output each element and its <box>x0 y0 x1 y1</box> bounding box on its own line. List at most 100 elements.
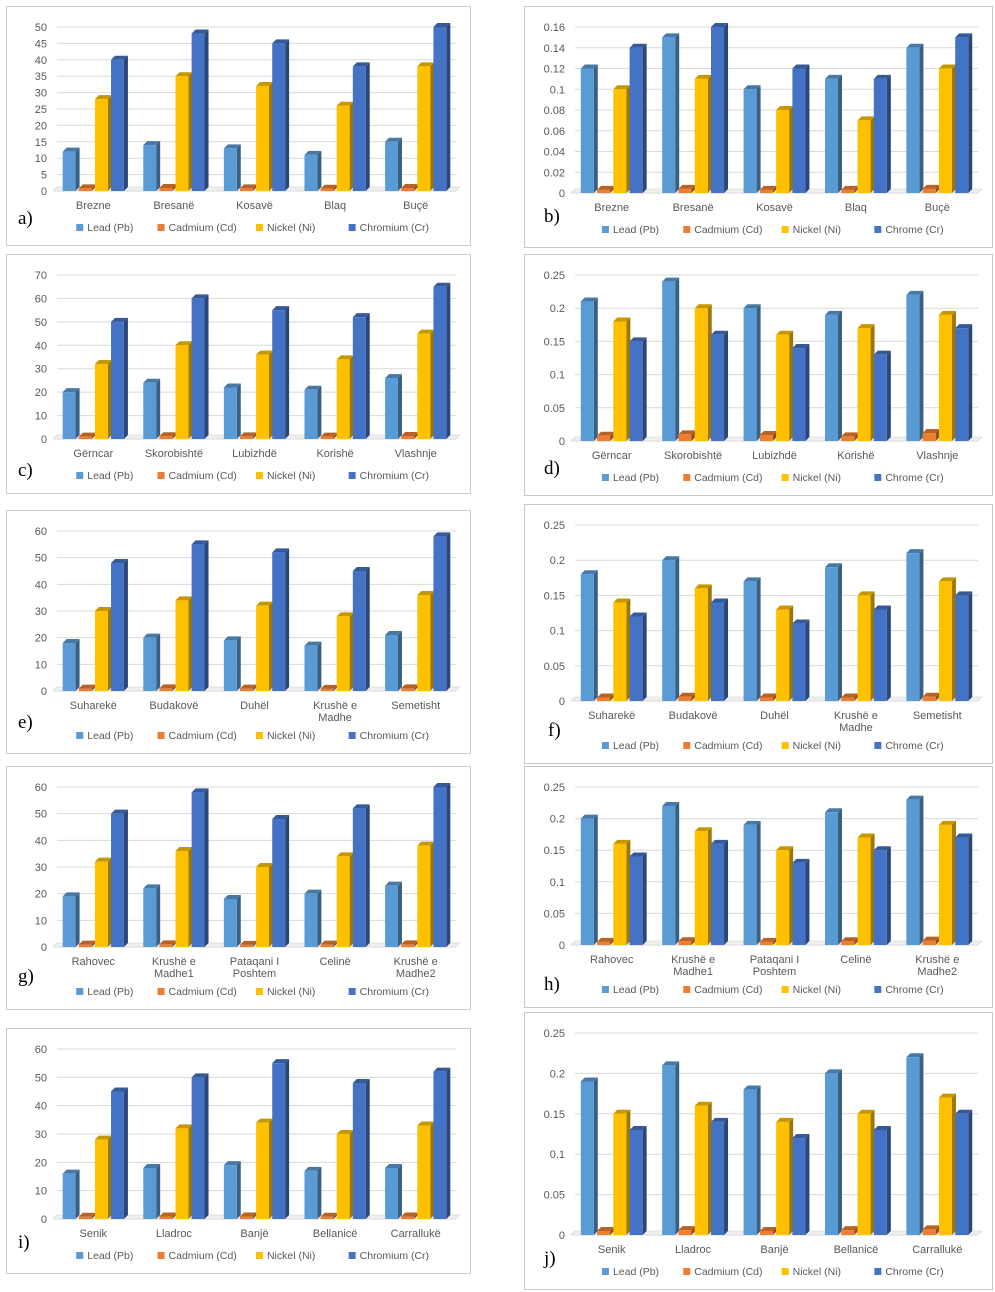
bar <box>223 383 241 439</box>
bar-top <box>613 317 631 322</box>
bar-front <box>191 33 205 191</box>
bar-side <box>642 852 647 945</box>
bar-top <box>955 1109 973 1114</box>
bar-top <box>320 1212 338 1217</box>
bar-front <box>743 1089 757 1235</box>
bar-top <box>352 62 370 67</box>
bar-side <box>123 559 128 691</box>
bar <box>78 684 96 691</box>
bar <box>857 1109 875 1235</box>
bar-side <box>789 846 794 945</box>
bar-front <box>320 188 334 191</box>
bar-side <box>317 641 322 691</box>
bar-front <box>239 944 253 947</box>
bar-side <box>626 1109 631 1235</box>
bar-top <box>824 74 842 79</box>
panel-label-b: b) <box>544 206 560 227</box>
y-tick-label: 0 <box>41 942 47 954</box>
bar <box>159 940 177 947</box>
bar-side <box>691 1226 696 1235</box>
bar-side <box>724 598 729 701</box>
y-tick-label: 25 <box>35 104 47 116</box>
bar-side <box>397 881 402 947</box>
y-tick-label: 60 <box>35 782 47 794</box>
panel-label-j: j) <box>544 1248 556 1269</box>
bar <box>385 137 402 191</box>
legend-label: Lead (Pb) <box>87 986 133 998</box>
legend-label: Lead (Pb) <box>613 740 659 752</box>
bar-front <box>401 1216 415 1219</box>
bar <box>873 74 891 193</box>
bar-front <box>223 899 237 947</box>
bar <box>776 106 794 193</box>
x-tick-label: Lladroc <box>156 1228 193 1240</box>
bar <box>580 297 598 441</box>
bar-side <box>724 23 729 193</box>
bar <box>78 432 96 439</box>
legend-label: Cadmium (Cd) <box>694 984 762 996</box>
bar-top <box>922 184 940 189</box>
bar-front <box>336 856 350 947</box>
bar-top <box>955 33 973 38</box>
legend-label: Cadmium (Cd) <box>694 740 762 752</box>
legend-swatch <box>76 224 84 231</box>
y-tick-label: 70 <box>35 270 47 282</box>
bar <box>873 846 891 945</box>
bar-top <box>694 304 712 309</box>
bar-top <box>873 846 891 851</box>
x-tick-label: Bresanë <box>673 202 714 214</box>
x-tick-label: Gërncar <box>592 450 632 462</box>
bar-side <box>430 841 435 947</box>
bar-top <box>272 1059 290 1064</box>
bar-top <box>873 1125 891 1130</box>
bar-front <box>776 110 790 193</box>
bar-side <box>968 591 973 701</box>
bar-front <box>143 637 157 691</box>
bar <box>385 631 402 691</box>
bar-top <box>94 857 112 862</box>
bar-side <box>430 329 435 439</box>
bar-side <box>870 833 875 945</box>
bar-front <box>743 89 757 193</box>
chart-panel-d: 0 0.05 0.1 0.15 0.2 0.25 Gërncar Skorobishtë Lub… <box>524 254 993 496</box>
y-tick-label: 0 <box>559 436 565 448</box>
bar-side <box>333 940 338 947</box>
bar-front <box>873 354 887 441</box>
bar <box>352 804 370 947</box>
legend-label: Cadmium (Cd) <box>169 1250 237 1262</box>
bar-top <box>906 290 924 295</box>
bar-side <box>593 64 598 193</box>
chart-j: 0 0.05 0.1 0.15 0.2 0.25 Senik Lladroc Banjë Bell… <box>544 1028 983 1278</box>
legend-label: Lead (Pb) <box>87 222 133 234</box>
bar <box>613 839 631 945</box>
x-tick-label: Pataqani I Poshtem <box>750 954 800 978</box>
bar-top <box>304 385 322 390</box>
bar <box>78 940 96 947</box>
bar <box>776 330 794 441</box>
bar-top <box>417 1121 435 1126</box>
bar-front <box>417 333 431 439</box>
bar-side <box>333 1212 338 1219</box>
bar-top <box>841 1226 859 1231</box>
bar-front <box>678 188 692 193</box>
bar-side <box>707 827 712 945</box>
bar-side <box>724 839 729 945</box>
bar <box>239 432 257 439</box>
bar <box>694 584 712 701</box>
bar-top <box>385 137 402 142</box>
legend-label: Nickel (Ni) <box>267 1250 315 1262</box>
bar-top <box>385 374 402 379</box>
bar <box>272 1059 290 1219</box>
bar-side <box>789 330 794 441</box>
bar <box>385 881 402 947</box>
bar-side <box>285 39 290 192</box>
legend-swatch <box>781 226 789 233</box>
bar-side <box>397 374 402 439</box>
bar-front <box>256 354 270 439</box>
bar-front <box>694 831 708 945</box>
bar-top <box>955 324 973 329</box>
bar-top <box>857 591 875 596</box>
y-tick-label: 30 <box>35 606 47 618</box>
legend-label: Cadmium (Cd) <box>694 224 762 236</box>
